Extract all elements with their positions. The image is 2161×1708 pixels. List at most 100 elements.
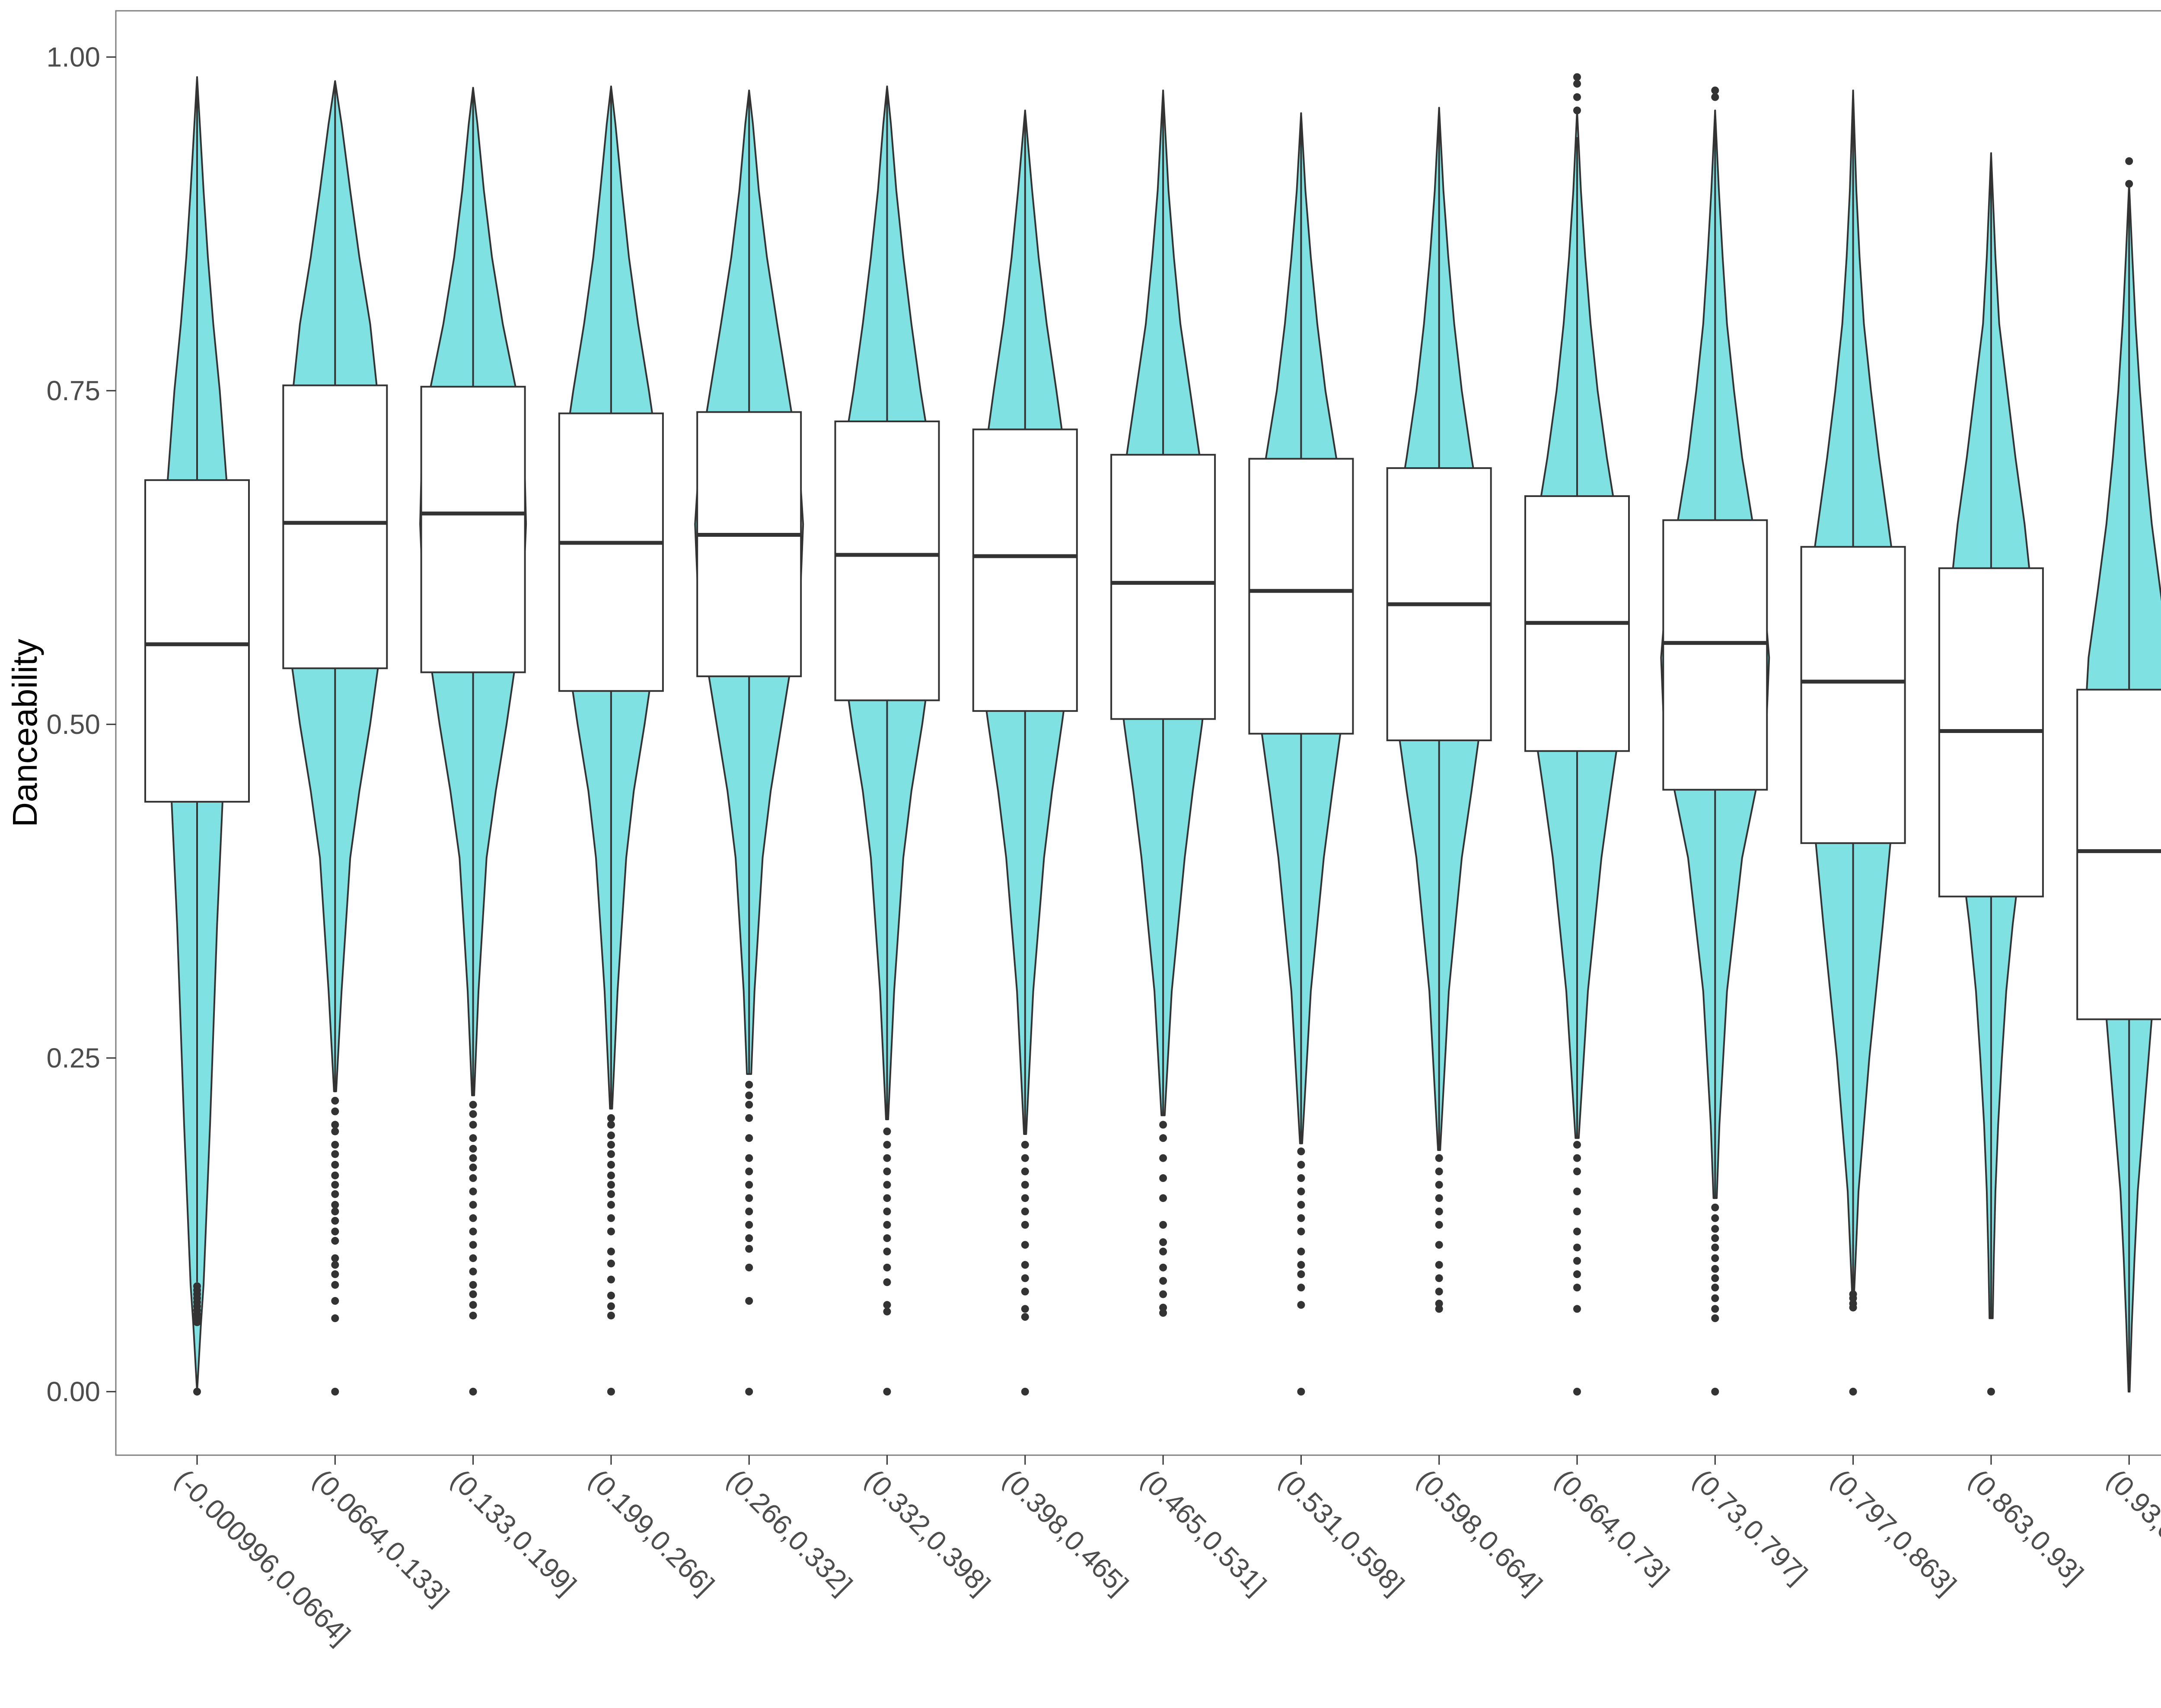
outlier-point: [1159, 1303, 1167, 1312]
outlier-point: [1435, 1181, 1443, 1189]
box-6: [834, 421, 940, 701]
outlier-point: [1021, 1261, 1029, 1269]
outlier-point: [607, 1190, 615, 1198]
outlier-point: [1021, 1154, 1029, 1162]
outlier-point: [745, 1091, 753, 1099]
outlier-point: [1711, 1294, 1719, 1302]
outlier-point: [1297, 1301, 1305, 1309]
outlier-point: [1573, 1388, 1581, 1396]
outlier-point: [883, 1388, 891, 1396]
outlier-point: [607, 1171, 615, 1179]
outlier-point: [469, 1163, 477, 1172]
outlier-point: [1573, 1154, 1581, 1162]
outlier-point: [1711, 1225, 1719, 1233]
outlier-point: [331, 1171, 339, 1179]
outlier-point: [883, 1141, 891, 1149]
outlier-point: [883, 1263, 891, 1271]
outlier-point: [331, 1150, 339, 1158]
box-4: [558, 412, 664, 692]
outlier-point: [1711, 1234, 1719, 1242]
outlier-point: [469, 1254, 477, 1262]
outlier-point: [883, 1127, 891, 1135]
outlier-point: [469, 1290, 477, 1298]
outlier-point: [1159, 1154, 1167, 1162]
outlier-point: [1573, 1187, 1581, 1195]
outlier-point: [883, 1154, 891, 1162]
outlier-point: [1297, 1147, 1305, 1156]
outlier-point: [1711, 1274, 1719, 1282]
outlier-point: [883, 1307, 891, 1316]
outlier-point: [1021, 1141, 1029, 1149]
outlier-point: [1297, 1261, 1305, 1269]
outlier-point: [1435, 1287, 1443, 1296]
outlier-point: [745, 1208, 753, 1216]
outlier-point: [331, 1270, 339, 1278]
outlier-point: [1711, 1305, 1719, 1313]
outlier-point: [469, 1214, 477, 1222]
x-tick-label-10: (0.598,0.664]: [1411, 1463, 1549, 1601]
outlier-point: [883, 1221, 891, 1229]
box-13: [1800, 546, 1906, 844]
outlier-point: [1297, 1388, 1305, 1396]
outlier-point: [883, 1278, 891, 1286]
outlier-point: [1435, 1221, 1443, 1229]
x-tick-label-11: (0.664,0.73]: [1549, 1463, 1675, 1590]
box-7: [972, 428, 1078, 712]
outlier-point: [1297, 1214, 1305, 1222]
outlier-point: [1711, 1314, 1719, 1322]
outlier-point: [331, 1190, 339, 1198]
outlier-point: [331, 1217, 339, 1225]
outlier-point: [1711, 1388, 1719, 1396]
outlier-point: [607, 1141, 615, 1149]
outlier-point: [1711, 1254, 1719, 1262]
outlier-point: [1435, 1208, 1443, 1216]
box-15: [2076, 688, 2161, 1020]
outlier-point: [607, 1302, 615, 1310]
outlier-point: [331, 1388, 339, 1396]
outlier-point: [883, 1181, 891, 1189]
outlier-point: [1573, 1257, 1581, 1265]
box-5: [696, 411, 802, 677]
outlier-point: [1159, 1221, 1167, 1229]
outlier-point: [469, 1268, 477, 1276]
outlier-point: [469, 1187, 477, 1195]
outlier-point: [469, 1311, 477, 1319]
outlier-point: [1021, 1274, 1029, 1282]
outlier-point: [607, 1214, 615, 1222]
outlier-point: [1849, 1290, 1857, 1298]
y-axis-title: Danceability: [6, 639, 44, 827]
outlier-point: [1159, 1309, 1167, 1317]
outlier-point: [883, 1194, 891, 1202]
outlier-point: [1021, 1287, 1029, 1296]
y-tick-label-3: 0.50: [46, 709, 100, 740]
outlier-point: [469, 1174, 477, 1182]
y-tick-label-1: 0.00: [46, 1376, 100, 1407]
outlier-point: [1435, 1154, 1443, 1162]
outlier-point: [469, 1134, 477, 1142]
outlier-point: [1297, 1227, 1305, 1236]
outlier-point: [607, 1247, 615, 1256]
outlier-point: [883, 1167, 891, 1176]
outlier-point: [1021, 1313, 1029, 1321]
outlier-point: [331, 1127, 339, 1135]
outlier-point: [1987, 1388, 1995, 1396]
outlier-point: [1297, 1201, 1305, 1209]
outlier-point: [1435, 1274, 1443, 1282]
outlier-point: [1711, 1243, 1719, 1252]
outlier-point: [1711, 1284, 1719, 1292]
outlier-point: [469, 1281, 477, 1289]
outlier-point: [607, 1114, 615, 1122]
outlier-point: [331, 1254, 339, 1262]
outlier-point: [745, 1181, 753, 1189]
outlier-point: [607, 1121, 615, 1129]
outlier-point: [1573, 93, 1581, 101]
outlier-point: [1159, 1134, 1167, 1142]
outlier-point: [745, 1234, 753, 1242]
outlier-point: [1711, 1265, 1719, 1273]
outlier-point: [469, 1201, 477, 1209]
box-2: [282, 384, 388, 669]
outlier-point: [745, 1080, 753, 1089]
outlier-point: [607, 1259, 615, 1268]
outlier-point: [745, 1245, 753, 1253]
